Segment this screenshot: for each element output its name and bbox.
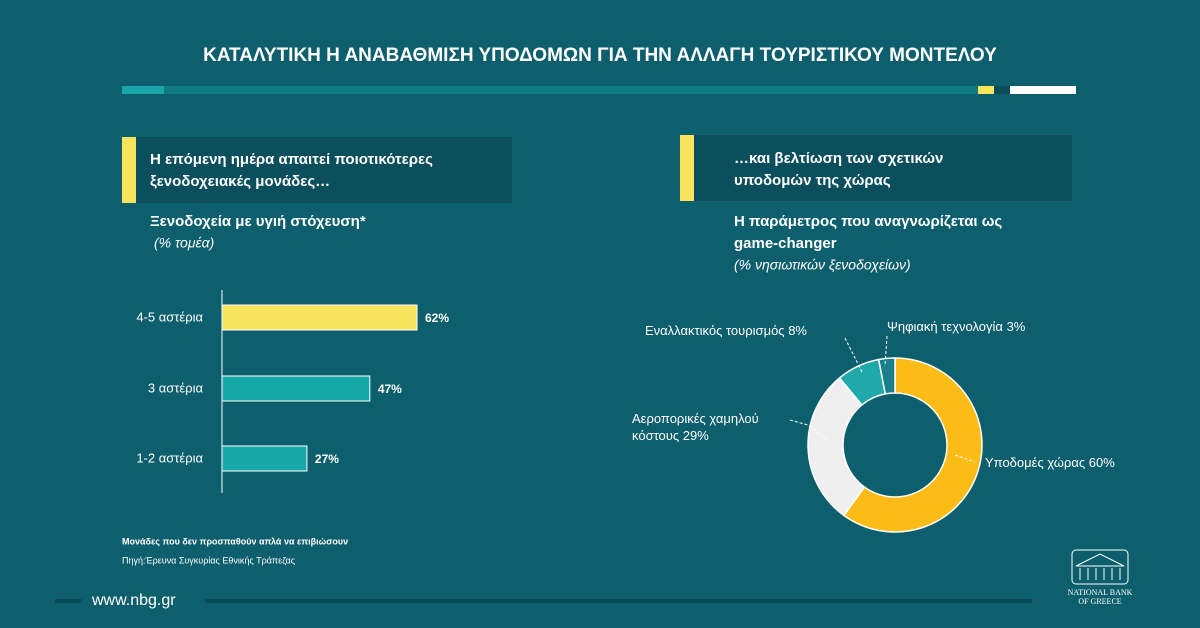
heading: ξενοδοχειακές μονάδες…	[150, 173, 330, 190]
heading: υποδομών της χώρας	[734, 172, 891, 189]
chart-subtitle: (% τομέα)	[154, 235, 214, 251]
value-label: 8%	[788, 323, 807, 338]
donut-label: Ψηφιακή τεχνολογία 3%	[887, 318, 1067, 335]
donut-label: Εναλλακτικός τουρισμός 8%	[645, 322, 845, 339]
value-label: 29%	[682, 428, 709, 443]
chart-title: Η παράμετρος που αναγνωρίζεται ως	[734, 213, 1002, 230]
logo-text: OF GREECE	[1078, 597, 1121, 606]
value-label: 62%	[425, 311, 449, 325]
page-title: ΚΑΤΑΛΥΤΙΚΗ Η ΑΝΑΒΑΘΜΙΣΗ ΥΠΟΔΟΜΩΝ ΓΙΑ ΤΗΝ…	[203, 45, 997, 66]
logo-icon	[1075, 553, 1125, 580]
heading-stripe	[680, 135, 694, 201]
decor-bar	[122, 86, 1076, 94]
category-label: Υποδομές χώρας	[985, 455, 1086, 470]
chart-title: Ξενοδοχεία με υγιή στόχευση*	[150, 213, 366, 230]
category-label: 4-5 αστέρια	[136, 309, 203, 324]
chart-subtitle: (% νησιωτικών ξενοδοχείων)	[734, 257, 911, 273]
category-label: Ψηφιακή τεχνολογία	[887, 319, 1003, 334]
heading-stripe	[122, 137, 136, 203]
decor-bar	[1010, 86, 1076, 94]
category-label: 3 αστέρια	[148, 380, 204, 395]
donut-segment	[842, 357, 983, 533]
bar	[221, 375, 371, 402]
donut-segment	[877, 357, 896, 395]
value-label: 3%	[1006, 319, 1026, 334]
value-label: 60%	[1088, 455, 1115, 470]
value-label: 47%	[378, 382, 402, 396]
website: www.nbg.gr	[91, 592, 176, 609]
bar	[221, 445, 308, 472]
value-label: 27%	[315, 452, 339, 466]
chart-title: game-changer	[734, 235, 837, 252]
decor-bar	[122, 86, 164, 94]
category-label: Εναλλακτικός τουρισμός	[645, 323, 785, 338]
category-label: 1-2 αστέρια	[136, 450, 203, 465]
donut-segment	[807, 376, 866, 517]
footnote: Μονάδες που δεν προσπαθούν απλά να επιβι…	[122, 536, 348, 546]
donut-label: Υποδομές χώρας 60%	[985, 454, 1155, 471]
leader-line	[844, 337, 863, 373]
leader-line	[884, 335, 888, 367]
logo-text: NATIONAL BANK	[1068, 588, 1133, 597]
source: Πηγή:Έρευνα Συγκυρίας Εθνικής Τράπεζας	[122, 555, 296, 565]
bar	[221, 304, 418, 331]
heading-box	[680, 135, 1072, 201]
category-label: Αεροπορικές χαμηλού κόστους	[632, 411, 759, 443]
decor-bar	[978, 86, 994, 94]
donut-label: Αεροπορικές χαμηλού κόστους 29%	[632, 410, 790, 444]
decor-bar	[994, 86, 1010, 94]
heading: Η επόμενη ημέρα απαιτεί ποιοτικότερες	[150, 151, 433, 168]
heading-box	[122, 137, 512, 203]
heading: …και βελτίωση των σχετικών	[734, 150, 943, 167]
leader-line	[954, 454, 976, 463]
logo-icon	[1071, 549, 1129, 585]
leader-line	[789, 419, 829, 441]
